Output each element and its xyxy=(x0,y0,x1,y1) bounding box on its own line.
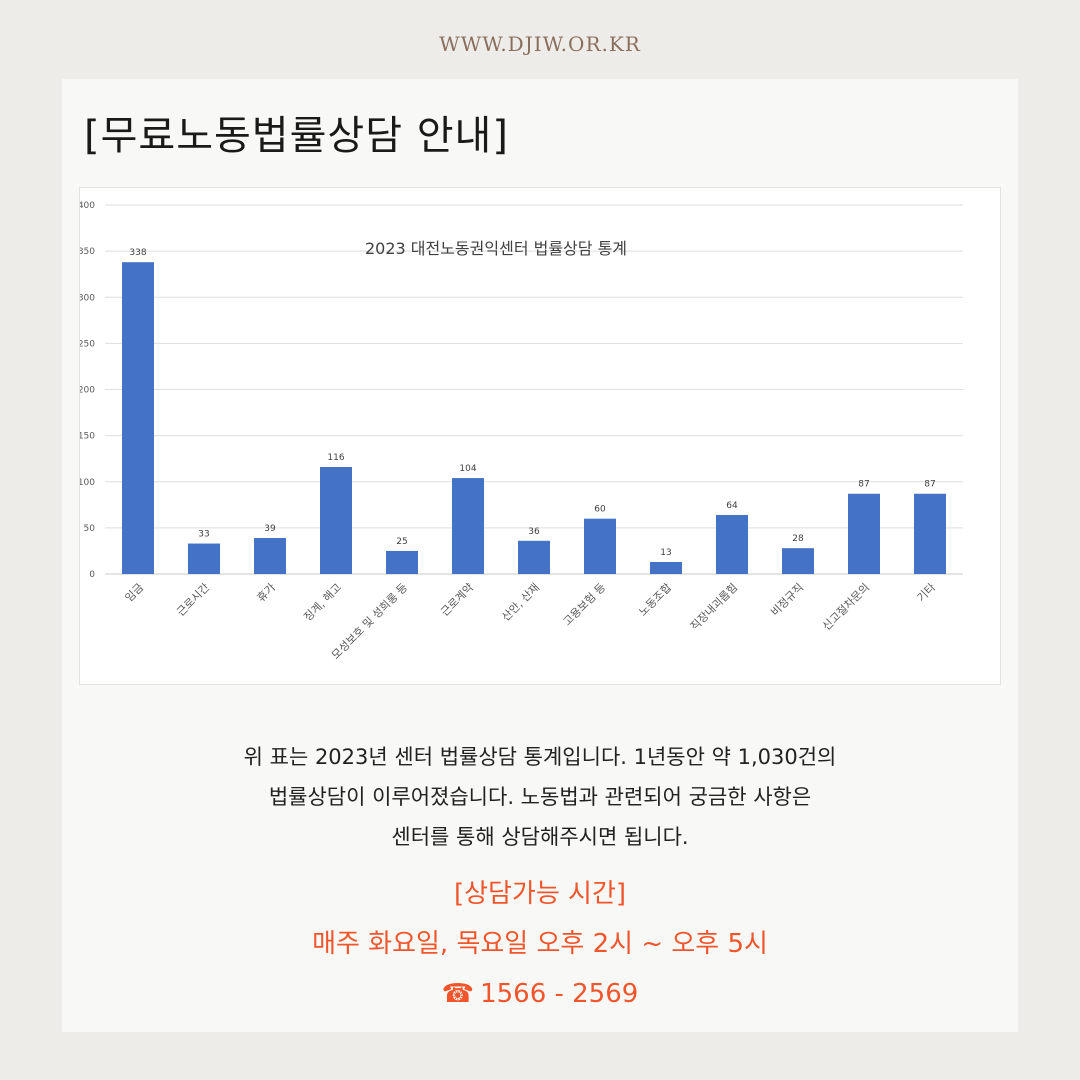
consult-phone[interactable]: ☎ 1566 - 2569 xyxy=(62,969,1018,1019)
description-line: 센터를 통해 상담해주시면 됩니다. xyxy=(391,825,689,849)
x-tick-label: 고용보험 등 xyxy=(561,581,608,628)
x-tick-label: 근로계약 xyxy=(438,580,477,619)
y-tick-label: 300 xyxy=(80,293,95,303)
bar xyxy=(584,518,616,574)
bar xyxy=(386,550,418,574)
bar xyxy=(518,540,550,574)
x-tick-label: 근로시간 xyxy=(174,581,212,619)
x-tick-label: 모성보호 및 성희롱 등 xyxy=(329,581,410,662)
chart-container: 0 50 100 150 200 250 300 350 400 2023 대전노동권익센터 법률… xyxy=(79,187,1001,685)
y-tick-label: 400 xyxy=(80,201,95,211)
y-tick-label: 50 xyxy=(84,524,96,534)
y-tick-label: 0 xyxy=(89,570,95,580)
consult-heading: [상담가능 시간] xyxy=(453,879,627,909)
x-tick-label: 노동조합 xyxy=(636,581,674,619)
x-tick-label: 징계, 해고 xyxy=(301,580,344,623)
phone-number: 1566 - 2569 xyxy=(480,979,639,1009)
chart-title: 2023 대전노동권익센터 법률상담 통계 xyxy=(365,239,627,258)
data-label: 87 xyxy=(924,480,935,490)
bar xyxy=(848,493,880,574)
data-label: 60 xyxy=(594,505,606,515)
page-title: [무료노동법률상담 안내] xyxy=(84,113,509,159)
bar xyxy=(122,262,154,574)
x-tick-label: 신고절차문의 xyxy=(820,581,872,633)
y-tick-label: 200 xyxy=(80,386,95,396)
bar xyxy=(782,548,814,574)
data-label: 28 xyxy=(792,534,804,544)
data-label: 64 xyxy=(726,501,738,511)
data-label: 33 xyxy=(198,530,209,540)
y-tick-label: 100 xyxy=(80,478,95,488)
data-label: 39 xyxy=(264,524,276,534)
description: 위 표는 2023년 센터 법률상담 통계입니다. 1년동안 약 1,030건의… xyxy=(62,737,1018,857)
bar xyxy=(254,538,286,574)
data-label: 87 xyxy=(858,480,869,490)
consult-info: [상담가능 시간] 매주 화요일, 목요일 오후 2시 ~ 오후 5시 ☎ 156… xyxy=(62,869,1018,1019)
y-tick-label: 250 xyxy=(80,339,95,349)
site-url: WWW.DJIW.OR.KR xyxy=(439,32,641,56)
bar-chart: 0 50 100 150 200 250 300 350 400 2023 대전노동권익센터 법률… xyxy=(80,201,963,662)
bar xyxy=(650,562,682,574)
phone-icon: ☎ xyxy=(441,979,475,1009)
bar xyxy=(188,543,220,574)
data-label: 36 xyxy=(528,527,540,537)
x-tick-label: 기타 xyxy=(915,581,939,605)
info-card: [무료노동법률상담 안내] 0 50 100 150 200 250 300 350 400 20… xyxy=(62,79,1018,1032)
y-tick-label: 150 xyxy=(80,432,95,442)
data-label: 13 xyxy=(660,548,671,558)
bar xyxy=(320,466,352,574)
x-tick-label: 휴가 xyxy=(255,581,279,605)
y-tick-label: 350 xyxy=(80,247,95,257)
consult-schedule: 매주 화요일, 목요일 오후 2시 ~ 오후 5시 xyxy=(312,929,768,959)
bar xyxy=(914,493,946,574)
data-label: 116 xyxy=(327,453,344,463)
x-tick-label: 직장내괴롭힘 xyxy=(688,581,740,633)
x-tick-label: 비정규직 xyxy=(768,581,806,619)
data-label: 338 xyxy=(129,248,146,258)
data-label: 25 xyxy=(396,537,407,547)
bar xyxy=(452,478,484,574)
data-label: 104 xyxy=(459,464,476,474)
description-line: 위 표는 2023년 센터 법률상담 통계입니다. 1년동안 약 1,030건의 xyxy=(243,745,837,769)
description-line: 법률상담이 이루어졌습니다. 노동법과 관련되어 궁금한 사항은 xyxy=(268,785,812,809)
bar xyxy=(716,514,748,574)
x-tick-label: 임금 xyxy=(123,581,147,605)
x-tick-label: 산안, 산재 xyxy=(499,581,542,624)
